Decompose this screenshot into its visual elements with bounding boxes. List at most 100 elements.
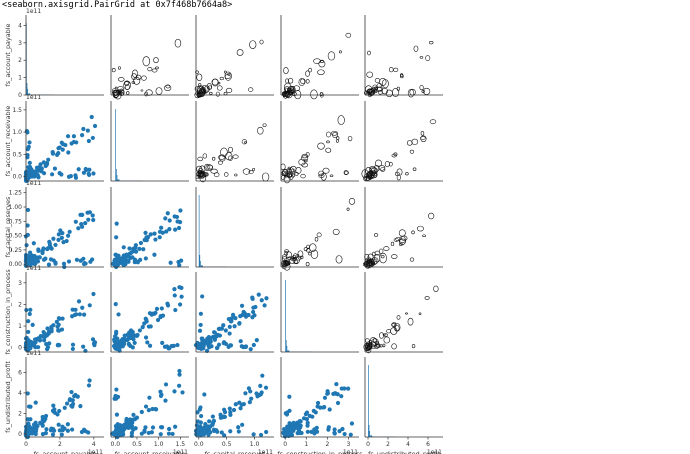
y-exponent-label: 1e11 [26,265,41,272]
kde-contour [316,232,322,238]
kde-contour [378,165,386,171]
x-tick-label: 2 [58,441,62,448]
scatter-point [83,221,88,226]
scatter-point [219,326,224,331]
x-tick-label: 2 [386,441,390,448]
scatter-point [25,147,30,152]
scatter-point [51,323,56,328]
scatter-point [164,229,169,234]
scatter-point [42,338,47,343]
scatter-point [335,392,340,397]
scatter-point [114,345,119,350]
kde-contour [374,344,380,349]
scatter-point [198,322,203,328]
scatter-point [33,431,38,437]
scatter-point [41,160,46,165]
scatter-point [175,219,180,224]
kde-contour [224,71,232,81]
scatter-point [123,258,129,263]
scatter-point [57,316,62,321]
scatter-point [31,241,36,246]
y-tick-label: 4 [18,390,22,397]
hist-bar [198,195,200,267]
scatter-point [26,165,31,170]
kde-contour [220,147,228,157]
scatter-point [158,432,163,437]
hist-bar [368,425,370,437]
scatter-point [114,235,119,240]
scatter-point [47,341,52,346]
hist-bar [118,179,119,181]
scatter-point [173,227,178,232]
kde-contour [407,88,415,98]
scatter-point [233,402,238,407]
scatter-point [50,432,56,437]
kde-contour [210,168,218,174]
scatter-point [173,307,178,313]
panel-fs_capital_reserves-vs-fs_account_payable: 0.000.250.500.751.001.251e11fs_capital_r… [4,180,104,270]
scatter-point [69,141,74,146]
scatter-point [66,259,72,264]
scatter-point [254,338,259,343]
scatter-point [45,345,51,350]
y-tick-label: 0.0 [12,174,22,181]
y-exponent-label: 1e11 [26,350,41,357]
scatter-point [90,337,96,342]
scatter-point [89,114,94,120]
scatter-point [25,153,30,158]
scatter-point [121,245,126,250]
scatter-point [207,419,212,424]
scatter-point [69,389,74,395]
scatter-point [56,232,61,237]
kde-contour [322,167,330,174]
scatter-point [179,294,184,299]
scatter-point [180,390,185,395]
kde-contour [329,174,334,178]
scatter-point [59,172,64,177]
scatter-point [154,306,160,311]
scatter-point [47,241,52,246]
scatter-point [26,343,31,348]
scatter-point [57,408,62,414]
scatter-point [260,373,265,378]
kde-contour [367,50,371,56]
kde-contour [391,323,397,327]
scatter-point [287,421,292,426]
scatter-point [170,431,175,437]
kde-contour [332,228,340,235]
scatter-point [346,386,351,391]
scatter-point [26,404,32,409]
scatter-point [164,344,170,349]
hist-bar [115,109,117,181]
kde-contour [287,166,291,171]
x-exponent-label: 1e11 [258,449,273,454]
kde-contour [433,285,439,292]
kde-contour [326,140,330,144]
kde-contour [197,156,204,162]
scatter-point [131,412,136,418]
kde-contour [383,333,388,337]
hist-bar [200,261,201,267]
scatter-point [163,382,169,387]
scatter-point [137,246,142,251]
scatter-point [163,398,168,403]
kde-contour [337,115,345,125]
scatter-point [76,226,81,231]
x-tick-label: 2 [325,441,329,448]
kde-contour [298,158,306,166]
kde-contour [164,84,172,92]
scatter-point [70,307,75,312]
scatter-point [238,314,243,319]
scatter-point [216,326,221,332]
scatter-point [297,419,302,424]
scatter-point [87,378,92,383]
scatter-point [143,425,148,430]
x-exponent-label: 1e11 [88,449,103,454]
scatter-point [349,421,355,426]
y-tick-label: 2 [18,57,22,64]
scatter-point [53,261,58,266]
kde-contour [281,256,288,263]
scatter-point [123,337,128,342]
scatter-point [116,312,121,317]
